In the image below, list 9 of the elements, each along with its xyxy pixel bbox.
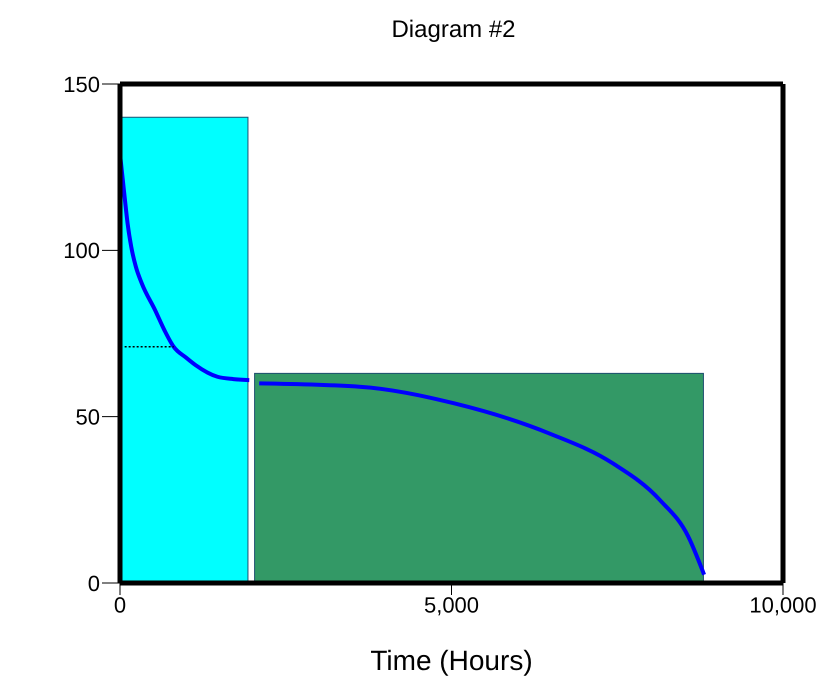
chart-title: Diagram #2 xyxy=(390,15,517,45)
x-tick-label: 0 xyxy=(114,592,126,618)
x-axis-title: Time (Hours) xyxy=(370,645,533,676)
x-tick-label: 10,000 xyxy=(749,592,817,618)
y-tick-label: 100 xyxy=(63,238,100,264)
y-tick-label: 0 xyxy=(88,570,100,596)
y-tick-label: 150 xyxy=(63,72,100,97)
y-tick-label: 50 xyxy=(76,404,100,430)
x-tick-label: 5,000 xyxy=(424,592,480,618)
